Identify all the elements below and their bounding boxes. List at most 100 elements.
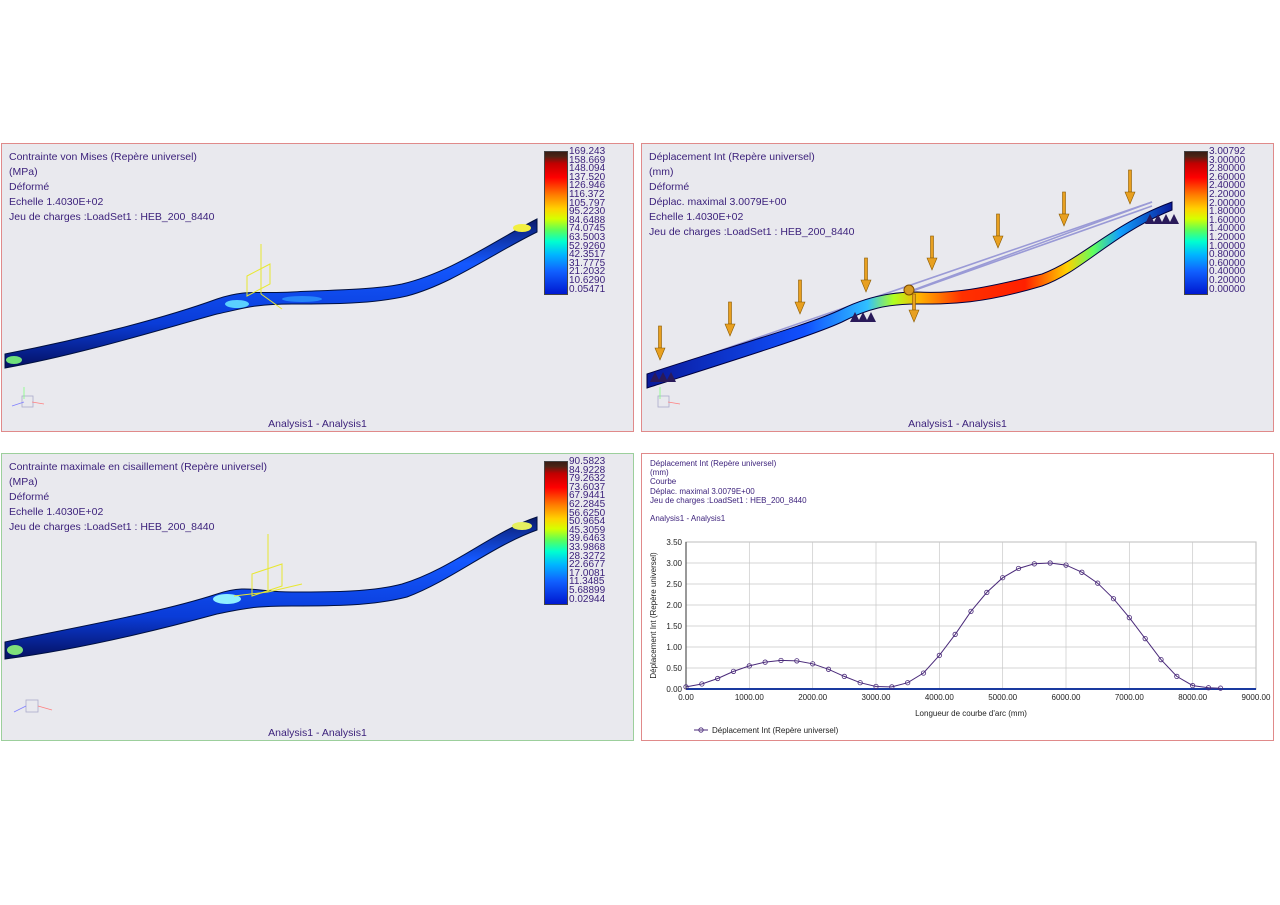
info-title: Contrainte von Mises (Repère universel) [9,151,197,163]
y-tick-label: 3.50 [666,538,682,547]
info-loadset: Jeu de charges :LoadSet1 : HEB_200_8440 [9,211,215,223]
graph-info-loadset: Jeu de charges :LoadSet1 : HEB_200_8440 [650,495,807,505]
legend-value: 158.669 [569,154,606,166]
color-legend-displacement: 3.00792 3.00000 2.80000 2.60000 2.40000 2.200… [1184,146,1273,301]
data-point [746,663,752,669]
result-info-shear: Contrainte maximale en cisaillement (Rep… [9,460,267,535]
data-point [952,631,958,637]
data-point [1205,685,1212,691]
info-max-displacement: Déplac. maximal 3.0079E+00 [649,196,787,208]
legend-value: 50.9654 [569,516,606,528]
y-tick-label: 0.00 [666,685,682,694]
legend-value: 2.80000 [1209,163,1246,175]
color-scale-bar [544,151,568,295]
y-tick-label: 1.50 [666,622,682,631]
beam-model-von-mises[interactable] [2,144,634,432]
data-point [810,661,816,667]
graph-info-max: Déplac. maximal 3.0079E+00 [650,486,755,496]
info-mode: Déformé [9,491,50,503]
data-point [1000,575,1006,581]
data-point [1110,596,1117,602]
legend-value: 10.6290 [569,274,606,286]
legend-value: 1.60000 [1209,214,1246,226]
data-point [683,684,689,690]
y-tick-label: 2.00 [666,601,682,610]
legend-value: 137.520 [569,171,606,183]
x-tick-label: 7000.00 [1115,693,1144,702]
legend-value: 0.80000 [1209,249,1246,261]
legend-value: 1.40000 [1209,223,1246,235]
legend-value: 63.5003 [569,231,606,243]
data-point [1126,615,1132,621]
data-point [1158,657,1164,663]
graph-info-type: Courbe [650,477,677,487]
legend-marker [698,727,704,733]
x-tick-label: 4000.00 [925,693,954,702]
legend-value: 62.2845 [569,498,606,510]
beam-model-shear[interactable] [2,454,634,741]
info-mode: Déformé [9,181,50,193]
y-tick-label: 3.00 [666,559,682,568]
displacement-chart[interactable]: 0.00 0.50 1.00 1.50 2.00 2.50 3.00 3.50 0.00 1000… [642,454,1274,741]
legend-value: 5.68899 [569,584,606,596]
legend-value: 84.9228 [569,464,606,476]
viewport-caption: Analysis1 - Analysis1 [268,418,367,430]
legend-value: 0.00000 [1209,283,1246,295]
legend-value: 28.3272 [569,550,606,562]
legend-value: 79.2632 [569,473,606,485]
info-scale: Echelle 1.4030E+02 [9,196,104,208]
legend-label: Déplacement Int (Repère universel) [712,726,839,735]
data-point [920,670,927,676]
series-line [685,562,1221,689]
graph-panel-displacement[interactable]: Déplacement Int (Repère universel) (mm) … [641,453,1274,741]
data-point [1031,561,1037,567]
legend-value: 42.3517 [569,249,606,261]
info-unit: (MPa) [9,476,38,488]
x-tick-label: 1000.00 [735,693,764,702]
graph-info-title: Déplacement Int (Repère universel) [650,459,777,468]
viewport-von-mises[interactable]: Contrainte von Mises (Repère universel) … [1,143,634,432]
x-tick-label: 0.00 [678,693,694,702]
data-point [905,680,911,686]
legend-value: 2.60000 [1209,171,1246,183]
legend-value: 74.0745 [569,223,606,235]
graph-info-analysis: Analysis1 - Analysis1 [650,514,726,524]
data-point [1015,565,1022,572]
legend-value: 39.6463 [569,533,606,545]
beam-model-displacement[interactable] [642,144,1274,432]
data-point [1174,673,1180,679]
legend-value: 31.7775 [569,257,606,269]
result-info-von-mises: Contrainte von Mises (Repère universel) … [9,150,215,225]
data-point [1142,636,1148,642]
data-point [936,652,942,658]
data-point [1095,580,1101,586]
info-title: Contrainte maximale en cisaillement (Rep… [9,461,267,473]
legend-value: 3.00792 [1209,146,1246,157]
color-legend-shear: 90.5823 84.9228 79.2632 73.6037 67.9441 62.28… [544,457,633,611]
legend-value: 95.2230 [569,206,606,218]
data-point [889,684,895,690]
data-point [730,668,737,674]
legend-value: 1.20000 [1209,231,1246,243]
info-unit: (mm) [649,166,674,178]
legend-value: 116.372 [569,188,605,200]
legend-value: 126.946 [569,180,606,192]
info-mode: Déformé [649,181,690,193]
data-point [984,589,990,595]
x-tick-label: 3000.00 [862,693,891,702]
data-point [1063,562,1069,568]
y-tick-label: 2.50 [666,580,682,589]
legend-value: 84.6488 [569,214,606,226]
legend-value: 0.05471 [569,283,606,295]
legend-value: 1.00000 [1209,240,1246,252]
legend-value: 169.243 [569,146,606,157]
viewport-shear[interactable]: Contrainte maximale en cisaillement (Rep… [1,453,634,741]
data-point [1190,683,1196,689]
result-info-displacement: Déplacement Int (Repère universel) (mm) … [649,150,855,240]
y-axis-label: Déplacement Int (Repère universel) [649,552,658,679]
data-point [699,681,705,687]
viewport-displacement[interactable]: Déplacement Int (Repère universel) (mm) … [641,143,1274,432]
legend-value: 67.9441 [569,490,606,502]
data-point [873,683,879,690]
data-point [968,608,974,614]
